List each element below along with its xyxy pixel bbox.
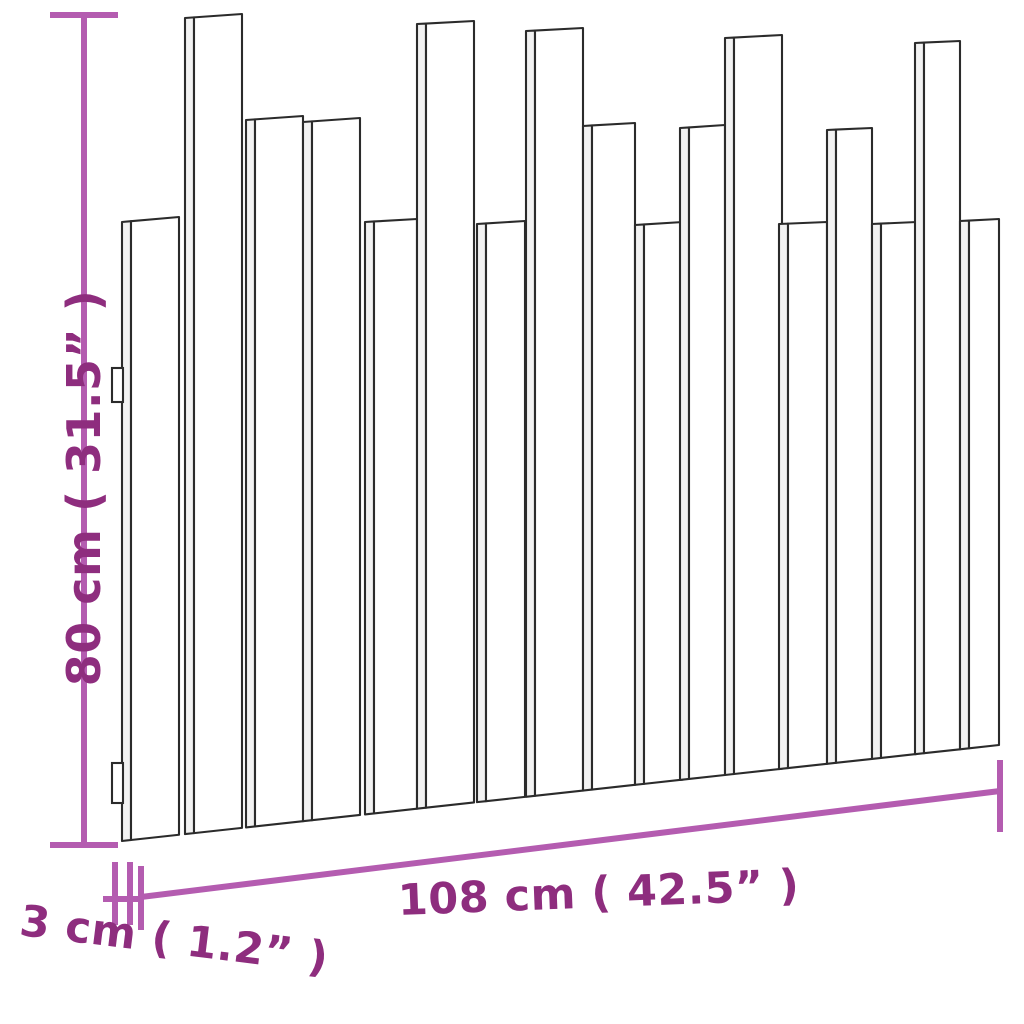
- slat-2-front-face: [192, 12, 244, 835]
- slat-12: [723, 33, 784, 777]
- slat-7-front-face: [484, 219, 527, 803]
- dimension-lines-group: [50, 12, 1003, 930]
- wall-bracket-group: [110, 366, 125, 805]
- slat-3-side-face: [244, 118, 257, 829]
- slat-15: [870, 220, 919, 760]
- upper-wall-bracket: [110, 366, 125, 404]
- slat-14-front-face: [834, 126, 874, 764]
- lower-wall-bracket: [110, 761, 125, 805]
- slat-14-side-face: [825, 128, 838, 765]
- slat-12-front-face: [732, 33, 784, 776]
- slat-3-front-face: [253, 114, 305, 828]
- slat-15-side-face: [870, 222, 883, 760]
- slat-15-front-face: [879, 220, 919, 759]
- slat-group: [120, 12, 1001, 843]
- slat-17-side-face: [958, 219, 971, 751]
- slat-2: [183, 12, 244, 836]
- slat-9-side-face: [581, 124, 594, 792]
- slat-5-side-face: [363, 220, 376, 816]
- width-dimension-line: [140, 788, 1001, 900]
- slat-17-front-face: [967, 217, 1001, 750]
- slat-16: [913, 39, 962, 756]
- slat-11-front-face: [687, 123, 727, 780]
- slat-10: [633, 220, 685, 786]
- slat-6: [415, 19, 476, 810]
- slat-5-front-face: [372, 217, 419, 815]
- slat-6-side-face: [415, 22, 428, 810]
- slat-4-side-face: [301, 120, 314, 823]
- height-dimension-label: 80 cm ( 31.5” ): [57, 289, 111, 687]
- slat-3: [244, 114, 305, 829]
- slat-9: [581, 121, 637, 792]
- slat-9-front-face: [590, 121, 637, 791]
- slat-16-side-face: [913, 41, 926, 756]
- slat-10-side-face: [633, 223, 646, 786]
- slat-8: [524, 26, 585, 798]
- slat-13-front-face: [786, 220, 829, 770]
- slat-13-side-face: [777, 222, 790, 771]
- slat-2-side-face: [183, 16, 196, 836]
- slat-10-front-face: [642, 220, 685, 785]
- slat-16-front-face: [922, 39, 962, 755]
- slat-11-side-face: [678, 126, 691, 781]
- slat-4: [301, 116, 362, 823]
- slat-13: [777, 220, 829, 771]
- slat-8-front-face: [533, 26, 585, 797]
- slat-6-front-face: [424, 19, 476, 809]
- slat-12-side-face: [723, 36, 736, 777]
- slat-1: [120, 215, 181, 843]
- slat-8-side-face: [524, 29, 537, 798]
- slat-14: [825, 126, 874, 765]
- slat-5: [363, 217, 419, 816]
- slat-17: [958, 217, 1001, 751]
- slat-7: [475, 219, 527, 804]
- slat-7-side-face: [475, 222, 488, 804]
- slat-4-front-face: [310, 116, 362, 822]
- slat-1-side-face: [120, 220, 133, 843]
- slat-11: [678, 123, 727, 781]
- slat-1-front-face: [129, 215, 181, 842]
